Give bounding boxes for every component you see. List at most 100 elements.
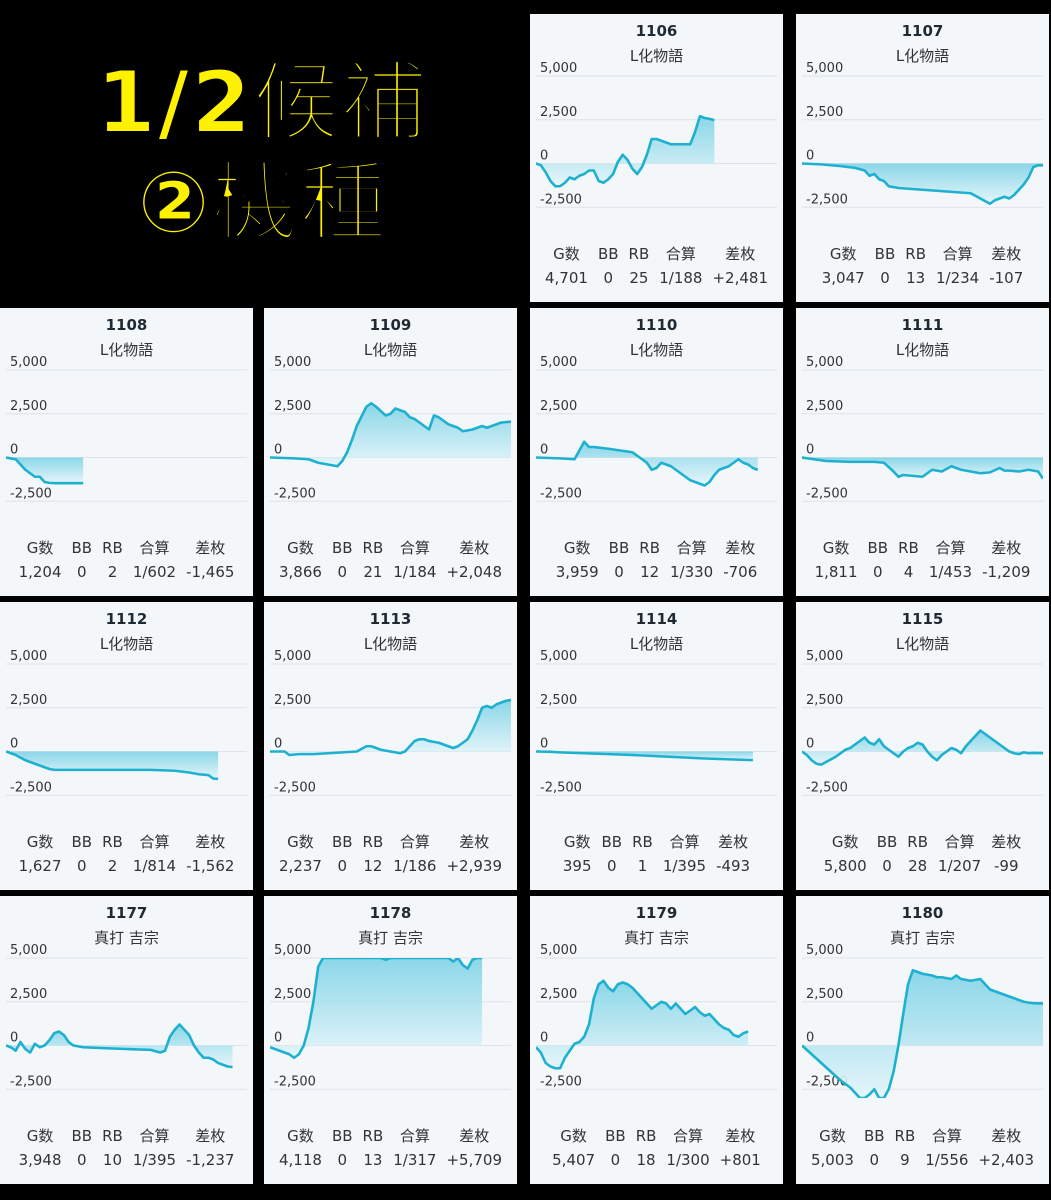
machine-number: 1111 — [901, 316, 944, 334]
machine-card-1108: 1108 L化物語 5,000 2,500 0 -2,500 G数 1,204 BB 0 RB 2 合算… — [0, 308, 253, 596]
stat-value: 12 — [363, 857, 383, 875]
y-tick-label: 2,500 — [540, 693, 577, 708]
stat-value: -1,562 — [186, 857, 235, 875]
y-tick-label: 0 — [274, 737, 282, 752]
stat-label: BB — [608, 539, 630, 557]
stat-value: +2,939 — [446, 857, 502, 875]
stat-label: RB — [362, 1127, 384, 1145]
area-fill — [802, 970, 1043, 1098]
stat-column: RB 12 — [634, 536, 665, 586]
stat-value: 9 — [900, 1151, 910, 1169]
stat-column: RB 13 — [900, 242, 931, 292]
series-line — [270, 698, 511, 757]
area-fill — [6, 751, 219, 779]
y-tick-label: 2,500 — [274, 693, 311, 708]
stat-label: 合算 — [669, 833, 700, 851]
stat-label: RB — [635, 1127, 657, 1145]
stat-label: 合算 — [942, 245, 973, 263]
machine-number: 1107 — [901, 22, 944, 40]
stats-table: G数 2,237 BB 0 RB 12 合算 1/186 差枚 +2,939 — [264, 830, 517, 880]
stat-column: BB 0 — [597, 830, 628, 880]
y-tick-label: -2,500 — [540, 780, 582, 795]
stat-value: 1,811 — [814, 563, 858, 581]
machine-name: L化物語 — [895, 47, 950, 65]
stat-value: 0 — [882, 857, 892, 875]
area-fill — [536, 980, 749, 1069]
stats-table: G数 3,948 BB 0 RB 10 合算 1/395 差枚 -1,237 — [0, 1124, 253, 1174]
stat-column: BB 0 — [327, 536, 358, 586]
machine-number: 1112 — [105, 610, 148, 628]
stat-value: 0 — [614, 563, 624, 581]
stat-column: G数 3,047 — [817, 242, 870, 292]
stat-label: 差枚 — [991, 245, 1022, 263]
stat-value: 0 — [77, 1151, 87, 1169]
series-line — [536, 114, 715, 188]
stat-column: BB 0 — [604, 536, 635, 586]
machine-card-1180: 1180 真打 吉宗 5,000 2,500 0 -2,500 G数 5,003 BB 0 RB 9 合… — [796, 896, 1049, 1184]
stat-label: RB — [898, 539, 919, 557]
stat-value: -1,465 — [186, 563, 235, 581]
y-tick-label: 5,000 — [10, 943, 47, 958]
machine-card-1109: 1109 L化物語 5,000 2,500 0 -2,500 G数 3,866 BB 0 RB 21 合… — [264, 308, 517, 596]
y-tick-label: 2,500 — [10, 987, 47, 1002]
stat-column: RB 9 — [890, 1124, 921, 1174]
machine-name: L化物語 — [629, 47, 684, 65]
stat-value: 1/300 — [666, 1151, 710, 1169]
stat-column: 差枚 -493 — [711, 830, 755, 880]
stat-column: 合算 1/184 — [388, 536, 441, 586]
stat-value: +5,709 — [446, 1151, 502, 1169]
machine-name: L化物語 — [99, 635, 154, 653]
stat-value: 4,701 — [544, 269, 588, 287]
stat-label: 合算 — [139, 1127, 170, 1145]
area-fill — [6, 457, 84, 484]
stat-label: 差枚 — [725, 1127, 756, 1145]
stat-label: RB — [102, 1127, 123, 1145]
stat-label: 合算 — [944, 833, 975, 851]
y-tick-label: 5,000 — [806, 649, 843, 664]
stat-value: 2 — [107, 563, 118, 581]
stat-value: 1/186 — [393, 857, 437, 875]
y-tick-label: 0 — [10, 1031, 18, 1046]
stat-label: BB — [867, 539, 889, 557]
machine-name: L化物語 — [99, 341, 154, 359]
stats-table: G数 5,407 BB 0 RB 18 合算 1/300 差枚 +801 — [530, 1124, 783, 1174]
stat-column: 差枚 +2,403 — [973, 1124, 1039, 1174]
graph-1112: 5,000 2,500 0 -2,500 — [6, 649, 247, 796]
stat-column: BB 0 — [67, 536, 98, 586]
stat-column: 合算 1/395 — [128, 1124, 181, 1174]
series-line — [6, 456, 84, 485]
stat-label: 差枚 — [991, 1127, 1022, 1145]
machine-card-1177: 1177 真打 吉宗 5,000 2,500 0 -2,500 G数 3,948 BB 0 RB 10… — [0, 896, 253, 1184]
series-line — [802, 162, 1043, 206]
stat-value: -1,209 — [982, 563, 1031, 581]
stat-column: 合算 1/186 — [388, 830, 441, 880]
stat-value: 0 — [77, 563, 87, 581]
y-tick-label: -2,500 — [540, 1074, 582, 1089]
machine-number: 1180 — [901, 904, 944, 922]
stat-value: 0 — [880, 269, 890, 287]
stat-label: RB — [639, 539, 660, 557]
stat-label: 合算 — [399, 539, 430, 557]
stat-value: 2 — [107, 857, 118, 875]
stat-label: 合算 — [399, 833, 430, 851]
stat-value: 0 — [337, 857, 347, 875]
graph-1113: 5,000 2,500 0 -2,500 — [270, 649, 511, 796]
series-line — [536, 750, 753, 762]
stat-column: RB 13 — [358, 1124, 389, 1174]
stat-label: BB — [71, 833, 93, 851]
stat-label: G数 — [287, 833, 314, 851]
series-line — [6, 750, 219, 781]
stats-table: G数 1,627 BB 0 RB 2 合算 1/814 差枚 -1,562 — [0, 830, 253, 880]
area-fill — [536, 441, 758, 486]
stat-column: G数 3,959 — [551, 536, 604, 586]
stat-label: G数 — [26, 1127, 54, 1145]
stat-value: 395 — [562, 857, 592, 875]
stat-label: BB — [331, 1127, 353, 1145]
stat-value: 1 — [637, 857, 648, 875]
y-tick-label: 5,000 — [806, 943, 843, 958]
machine-card-1110: 1110 L化物語 5,000 2,500 0 -2,500 G数 3,959 BB 0 RB 12 合… — [530, 308, 783, 596]
stat-label: 合算 — [139, 833, 170, 851]
stat-label: RB — [362, 539, 384, 557]
y-tick-label: 5,000 — [806, 355, 843, 370]
